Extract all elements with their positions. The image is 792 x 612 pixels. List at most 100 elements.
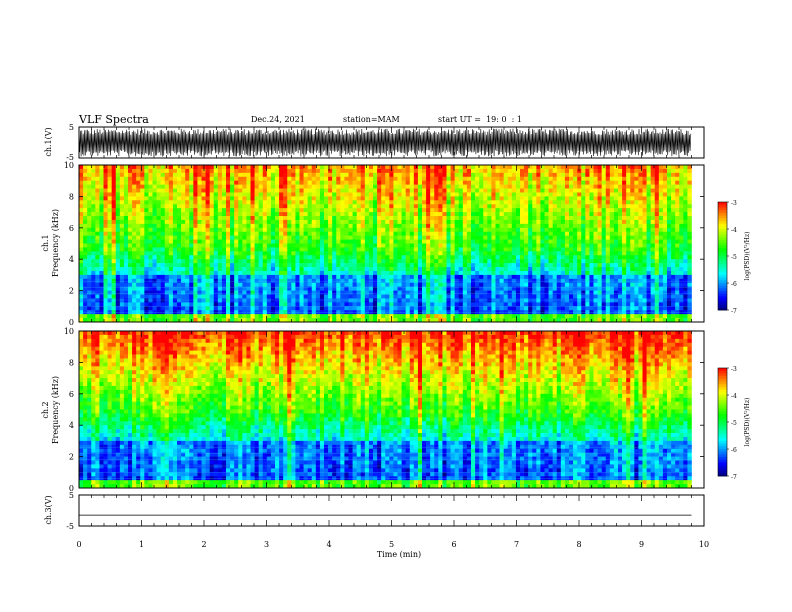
spectrogram-cell — [209, 263, 215, 268]
spectrogram-cell — [560, 204, 566, 209]
spectrogram-cell — [332, 219, 337, 225]
spectrogram-cell — [560, 180, 566, 185]
spectrogram-cell — [511, 239, 517, 244]
spectrogram-cell — [111, 282, 117, 287]
spectrogram-cell — [389, 176, 394, 181]
spectrogram-cell — [573, 168, 578, 174]
spectrogram-cell — [511, 274, 517, 280]
spectrogram-cell — [123, 282, 129, 287]
spectrogram-cell — [340, 200, 345, 205]
spectrogram-cell — [503, 200, 509, 205]
spectrogram-cell — [332, 263, 337, 268]
spectrogram-cell — [119, 176, 125, 181]
spectrogram-cell — [189, 192, 194, 197]
spectrogram-cell — [287, 259, 292, 264]
spectrogram-cell — [683, 259, 688, 264]
spectrogram-cell — [332, 286, 337, 291]
spectrogram-cell — [581, 227, 586, 233]
spectrogram-cell — [168, 223, 174, 229]
spectrogram-cell — [385, 168, 390, 174]
spectrogram-cell — [622, 200, 627, 205]
spectrogram-cell — [679, 286, 684, 291]
spectrogram-cell — [442, 290, 447, 295]
spectrogram-cell — [397, 172, 402, 178]
spectrogram-cell — [393, 188, 398, 193]
spectrogram-cell — [152, 278, 157, 284]
spectrogram-cell — [303, 239, 308, 244]
spectrogram-cell — [299, 204, 304, 209]
spectrogram-cell — [193, 259, 198, 264]
spectrogram-cell — [148, 200, 153, 205]
spectrogram-cell — [536, 278, 541, 284]
spectrogram-cell — [540, 278, 545, 284]
spectrogram-cell — [311, 259, 317, 264]
spectrogram-cell — [422, 243, 427, 248]
spectrogram-cell — [258, 259, 264, 264]
spectrogram-cell — [164, 168, 170, 174]
spectrogram-cell — [446, 267, 451, 272]
spectrogram-cell — [417, 180, 423, 185]
spectrogram-cell — [250, 212, 255, 217]
spectrogram-cell — [483, 267, 488, 272]
spectrogram-cell — [107, 192, 112, 197]
spectrogram-cell — [609, 247, 615, 252]
spectrogram-cell — [626, 188, 631, 193]
spectrogram-cell — [164, 184, 170, 189]
spectrogram-cell — [213, 168, 219, 174]
spectrogram-cell — [687, 267, 692, 272]
spectrogram-cell — [213, 192, 219, 197]
spectrogram-cell — [83, 239, 88, 244]
spectrogram-cell — [605, 216, 611, 221]
spectrogram-cell — [650, 239, 656, 244]
spectrogram-cell — [426, 208, 431, 213]
spectrogram-cell — [201, 243, 206, 248]
spectrogram-cell — [507, 196, 513, 201]
spectrogram-cell — [189, 290, 194, 295]
spectrogram-cell — [581, 216, 586, 221]
spectrogram-cell — [364, 180, 370, 185]
spectrogram-cell — [99, 219, 104, 225]
spectrogram-cell — [177, 212, 182, 217]
spectrogram-cell — [364, 255, 370, 260]
spectrogram-cell — [589, 270, 594, 276]
spectrogram-cell — [585, 231, 590, 236]
spectrogram-cell — [413, 219, 419, 225]
spectrogram-cell — [234, 180, 239, 185]
spectrogram-cell — [258, 196, 264, 201]
spectrogram-cell — [181, 188, 186, 193]
spectrogram-cell — [622, 165, 627, 170]
spectrogram-cell — [495, 223, 500, 229]
spectrogram-cell — [307, 227, 313, 233]
spectrogram-cell — [181, 165, 186, 170]
spectrogram-cell — [454, 184, 460, 189]
spectrogram-cell — [544, 286, 549, 291]
spectrogram-cell — [87, 235, 92, 240]
spectrogram-cell — [287, 192, 292, 197]
spectrogram-cell — [630, 270, 635, 276]
spectrogram-cell — [422, 255, 427, 260]
spectrogram-cell — [597, 259, 602, 264]
spectrogram-cell — [458, 212, 464, 217]
spectrogram-cell — [332, 239, 337, 244]
spectrogram-cell — [328, 223, 333, 229]
spectrogram-cell — [79, 227, 84, 233]
spectrogram-cell — [156, 255, 161, 260]
spectrogram-cell — [107, 235, 112, 240]
spectrogram-cell — [332, 180, 337, 185]
spectrogram-cell — [103, 168, 108, 174]
spectrogram-cell — [413, 208, 419, 213]
spectrogram-cell — [254, 165, 259, 170]
spectrogram-cell — [250, 282, 255, 287]
spectrogram-cell — [79, 231, 84, 236]
spectrogram-cell — [597, 231, 602, 236]
spectrogram-cell — [450, 286, 455, 291]
spectrogram-cell — [479, 176, 484, 181]
spectrogram-cell — [446, 165, 451, 170]
spectrogram-cell — [324, 168, 329, 174]
spectrogram-cell — [479, 263, 484, 268]
spectrogram-cell — [381, 184, 386, 189]
spectrogram-cell — [671, 176, 676, 181]
spectrogram-cell — [597, 176, 602, 181]
spectrogram-cell — [103, 251, 108, 256]
spectrogram-cell — [79, 212, 84, 217]
